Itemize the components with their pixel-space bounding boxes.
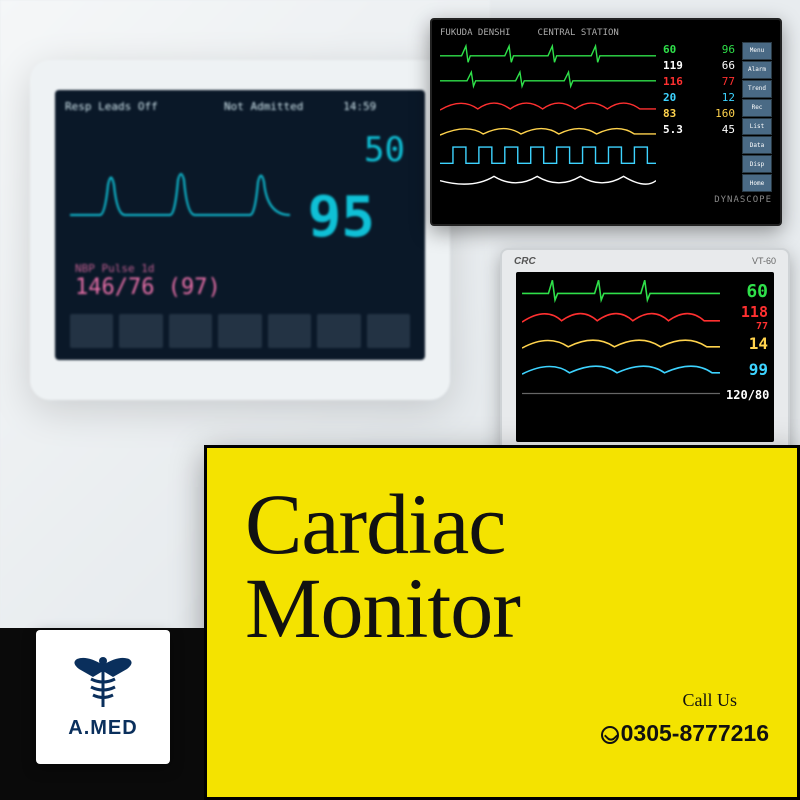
bg-bp-label: NBP Pulse 1d (75, 262, 221, 275)
val-resp-s: 12 (722, 91, 735, 104)
ctrl-2[interactable]: Trend (742, 80, 772, 98)
bg-status-bar: Resp Leads Off Not Admitted 14:59 (65, 100, 415, 113)
logo-brand-text: A.MED (68, 717, 137, 740)
dynascope-header: FUKUDA DENSHI CENTRAL STATION (440, 28, 772, 38)
crc-nibp-d: 80 (755, 388, 769, 402)
promo-title: Cardiac Monitor (245, 482, 520, 651)
bg-spo2-value: 95 (308, 185, 375, 250)
ctrl-5[interactable]: Data (742, 136, 772, 154)
dynascope-header-mid: CENTRAL STATION (538, 28, 619, 38)
call-label: Call Us (682, 690, 737, 711)
dynascope-controls: Menu Alarm Trend Rec List Data Disp Home (742, 42, 772, 192)
val-hr-sub: 96 (722, 43, 735, 56)
title-line2: Monitor (245, 560, 520, 656)
crc-bp-d: 77 (756, 321, 768, 332)
val-bp-d: 77 (722, 75, 735, 88)
bg-status-mid: Not Admitted (224, 100, 303, 113)
ctrl-3[interactable]: Rec (742, 99, 772, 117)
phone-row: 0305-8777216 (601, 720, 769, 747)
bg-status-time: 14:59 (343, 100, 376, 113)
ctrl-0[interactable]: Menu (742, 42, 772, 60)
bg-bp-row: NBP Pulse 1d 146/76 (97) (75, 262, 221, 300)
bg-bp-value: 146/76 (97) (75, 275, 221, 300)
val-6: 5.3 (663, 123, 683, 136)
dynascope-brand-top: FUKUDA DENSHI (440, 28, 510, 38)
val-bp: 116 (663, 75, 683, 88)
val-2-s: 66 (722, 59, 735, 72)
promo-panel: Cardiac Monitor Call Us 0305-8777216 (204, 445, 800, 800)
val-6-s: 45 (722, 123, 735, 136)
bg-hr-value: 50 (364, 130, 405, 170)
crc-bp-s: 118 (741, 303, 768, 321)
bg-status-left: Resp Leads Off (65, 100, 158, 113)
val-2: 119 (663, 59, 683, 72)
ctrl-4[interactable]: List (742, 118, 772, 136)
amed-logo: A.MED (36, 630, 170, 764)
crc-screen: 60 11877 14 99 120/80 (516, 272, 774, 442)
bg-softkeys (70, 314, 410, 348)
dynascope-brand-bottom: DYNASCOPE (440, 195, 772, 205)
ctrl-6[interactable]: Disp (742, 155, 772, 173)
crc-resp: 14 (726, 334, 768, 353)
bg-device-screen: Resp Leads Off Not Admitted 14:59 50 95 … (55, 90, 425, 360)
caduceus-icon (69, 655, 137, 713)
dynascope-monitor: FUKUDA DENSHI CENTRAL STATION 60 96 119 66… (430, 18, 782, 226)
phone-icon (601, 726, 619, 744)
crc-hr: 60 (726, 281, 768, 302)
ctrl-1[interactable]: Alarm (742, 61, 772, 79)
crc-spo2: 99 (726, 360, 768, 379)
phone-number: 0305-8777216 (621, 720, 769, 746)
val-5: 83 (663, 107, 676, 120)
crc-brand: CRC (514, 256, 536, 267)
crc-nibp-s: 120 (726, 388, 748, 402)
val-resp: 20 (663, 91, 676, 104)
val-hr: 60 (663, 43, 676, 56)
val-5-s: 160 (715, 107, 735, 120)
ctrl-7[interactable]: Home (742, 174, 772, 192)
dynascope-waveforms (440, 42, 656, 192)
dynascope-values: 60 96 119 66 116 77 20 12 83 160 5.3 45 (660, 42, 738, 192)
title-line1: Cardiac (245, 476, 505, 572)
crc-model: VT-60 (752, 256, 776, 266)
bg-waveform (70, 160, 290, 230)
